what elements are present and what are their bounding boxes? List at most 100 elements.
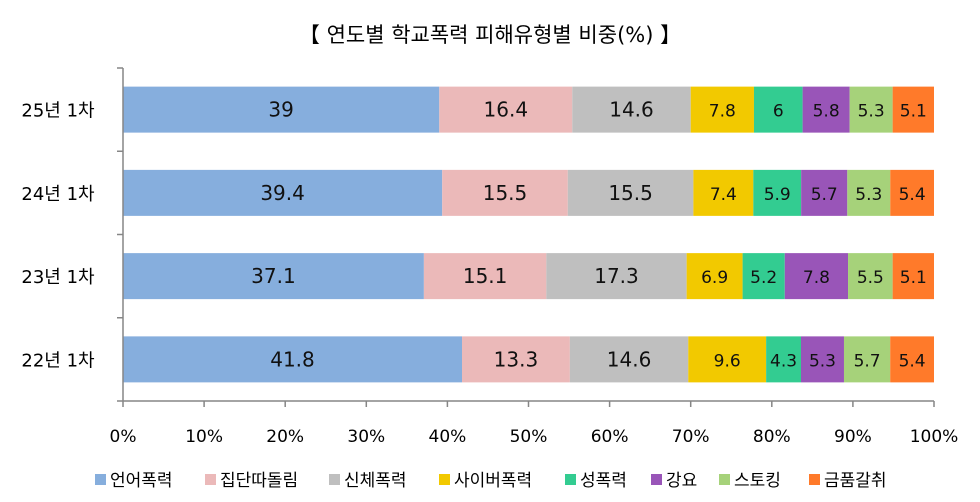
data-label: 14.6 bbox=[609, 98, 654, 122]
data-label: 5.3 bbox=[809, 351, 836, 371]
data-label: 5.7 bbox=[854, 351, 881, 371]
bar-segment bbox=[686, 253, 743, 300]
data-label: 15.1 bbox=[463, 264, 508, 288]
bar-segment bbox=[567, 169, 694, 216]
legend-swatch bbox=[719, 474, 730, 485]
legend-item: 강요 bbox=[651, 471, 697, 491]
data-label: 4.3 bbox=[770, 351, 797, 371]
bar-segment bbox=[693, 169, 754, 216]
bar-segment bbox=[802, 86, 850, 133]
bar-segment bbox=[753, 86, 803, 133]
bar-segment bbox=[766, 336, 801, 383]
x-tick-label: 50% bbox=[510, 427, 548, 447]
category-label: 24년 1차 bbox=[21, 184, 95, 205]
legend-swatch bbox=[651, 474, 662, 485]
x-tick-label: 20% bbox=[266, 427, 304, 447]
legend-item: 집단따돌림 bbox=[205, 471, 298, 491]
data-label: 9.6 bbox=[714, 351, 741, 371]
legend-item: 언어폭력 bbox=[95, 471, 173, 491]
bar-segment bbox=[123, 169, 443, 216]
bar-segment bbox=[123, 336, 462, 383]
data-label: 14.6 bbox=[607, 347, 652, 371]
bar-group: 37.1 15.1 17.3 6.9 5.2 7.8 5.5 5.1 bbox=[123, 253, 934, 300]
x-tick-label: 90% bbox=[834, 427, 872, 447]
bar-segment bbox=[423, 253, 547, 300]
legend-item: 금품갈취 bbox=[809, 471, 887, 491]
bar-segment bbox=[892, 86, 934, 133]
legend-label: 신체폭력 bbox=[344, 471, 407, 491]
bar-segment bbox=[546, 253, 687, 300]
data-label: 5.9 bbox=[764, 185, 791, 205]
data-label: 5.2 bbox=[750, 268, 777, 288]
legend-label: 성폭력 bbox=[580, 471, 627, 491]
legend-item: 신체폭력 bbox=[329, 471, 407, 491]
bar-segment bbox=[847, 169, 891, 216]
bar-segment bbox=[801, 169, 848, 216]
legend-swatch bbox=[439, 474, 450, 485]
data-label: 5.3 bbox=[855, 185, 882, 205]
bar-group: 39 16.4 14.6 7.8 6 5.8 5.3 5.1 bbox=[123, 86, 934, 133]
legend-label: 금품갈취 bbox=[824, 471, 887, 491]
data-label: 15.5 bbox=[608, 181, 653, 205]
bar-segment bbox=[688, 336, 767, 383]
legend-label: 강요 bbox=[666, 471, 697, 491]
x-tick-label: 40% bbox=[429, 427, 467, 447]
legend-label: 언어폭력 bbox=[110, 471, 173, 491]
bar-segment bbox=[753, 169, 802, 216]
legend-label: 스토킹 bbox=[734, 471, 781, 491]
data-label: 5.7 bbox=[811, 185, 838, 205]
data-label: 39.4 bbox=[260, 181, 305, 205]
data-label: 5.1 bbox=[900, 102, 927, 122]
bar-segment bbox=[892, 253, 934, 300]
data-label: 37.1 bbox=[251, 264, 296, 288]
x-tick-label: 70% bbox=[672, 427, 710, 447]
bar-group: 41.8 13.3 14.6 9.6 4.3 5.3 5.7 5.4 bbox=[123, 336, 934, 383]
bar-segment bbox=[690, 86, 754, 133]
category-label: 22년 1차 bbox=[21, 350, 95, 371]
bar-segment bbox=[890, 169, 934, 216]
bar-segment bbox=[123, 253, 424, 300]
legend-item: 사이버폭력 bbox=[439, 471, 532, 491]
legend-item: 스토킹 bbox=[719, 471, 781, 491]
bar-segment bbox=[439, 86, 573, 133]
bar-segment bbox=[461, 336, 570, 383]
bar-segment bbox=[784, 253, 849, 300]
data-label: 16.4 bbox=[484, 98, 529, 122]
legend-swatch bbox=[565, 474, 576, 485]
data-label: 5.5 bbox=[857, 268, 884, 288]
data-label: 17.3 bbox=[594, 264, 639, 288]
data-label: 13.3 bbox=[494, 347, 539, 371]
data-label: 7.8 bbox=[803, 268, 830, 288]
legend-label: 집단따돌림 bbox=[220, 471, 298, 491]
legend-swatch bbox=[809, 474, 820, 485]
bar-segment bbox=[442, 169, 568, 216]
bar-segment bbox=[843, 336, 891, 383]
x-tick-label: 30% bbox=[347, 427, 385, 447]
data-label: 5.4 bbox=[899, 185, 926, 205]
data-label: 6.9 bbox=[701, 268, 728, 288]
bar-segment bbox=[123, 86, 440, 133]
bar-segment bbox=[572, 86, 691, 133]
x-tick-label: 10% bbox=[185, 427, 223, 447]
legend-swatch bbox=[329, 474, 340, 485]
data-label: 5.3 bbox=[858, 102, 885, 122]
x-tick-label: 0% bbox=[110, 427, 137, 447]
x-tick-label: 80% bbox=[753, 427, 791, 447]
data-label: 7.4 bbox=[710, 185, 737, 205]
legend-swatch bbox=[205, 474, 216, 485]
data-label: 5.4 bbox=[899, 351, 926, 371]
x-tick-label: 100% bbox=[910, 427, 959, 447]
category-label: 25년 1차 bbox=[21, 101, 95, 122]
data-label: 5.8 bbox=[813, 102, 840, 122]
data-label: 7.8 bbox=[709, 102, 736, 122]
x-tick-label: 60% bbox=[591, 427, 629, 447]
bar-segment bbox=[849, 86, 893, 133]
data-label: 6 bbox=[773, 102, 784, 122]
data-label: 5.1 bbox=[900, 268, 927, 288]
category-label: 23년 1차 bbox=[21, 267, 95, 288]
legend-label: 사이버폭력 bbox=[454, 471, 532, 491]
bar-group: 39.4 15.5 15.5 7.4 5.9 5.7 5.3 5.4 bbox=[123, 169, 934, 216]
data-label: 39 bbox=[268, 98, 293, 122]
legend-item: 성폭력 bbox=[565, 471, 627, 491]
